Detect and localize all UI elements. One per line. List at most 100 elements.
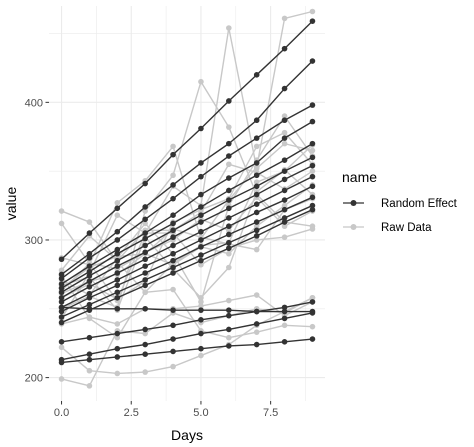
raw-data-point [58, 220, 65, 227]
raw-data-point [170, 143, 176, 150]
raw-data-point [281, 113, 288, 119]
random-effect-point [281, 206, 288, 213]
random-effect-point [170, 257, 176, 264]
random-effect-point [281, 219, 288, 225]
random-effect-line-16 [58, 336, 316, 366]
random-effect-point [309, 154, 316, 161]
random-effect-point [142, 305, 148, 312]
random-effect-point [281, 197, 288, 203]
raw-data-point [226, 297, 232, 304]
random-effect-path [61, 60, 313, 275]
random-effect-point [281, 168, 288, 174]
random-effect-point [58, 275, 65, 282]
random-effect-point [86, 305, 93, 312]
random-effect-point [142, 180, 148, 187]
random-effect-point [114, 345, 121, 352]
raw-data-point [170, 286, 176, 293]
random-effect-point [198, 330, 204, 337]
random-effect-point [226, 231, 232, 238]
random-effect-point [142, 216, 148, 223]
random-effect-point [58, 319, 65, 326]
raw-data-point [58, 208, 65, 214]
random-effect-point [114, 257, 121, 264]
x-tick-label: 2.5 [124, 407, 139, 419]
random-effect-point [58, 314, 65, 320]
random-effect-point [226, 326, 232, 333]
raw-data-point [281, 223, 288, 230]
random-effect-point [281, 135, 288, 141]
raw-data-point [114, 334, 121, 341]
raw-data-point [58, 344, 65, 351]
raw-data-point [226, 250, 232, 257]
random-effect-point [226, 205, 232, 212]
raw-data-point [226, 25, 232, 31]
random-effect-point [198, 244, 204, 250]
random-effect-line-6 [58, 154, 316, 296]
random-effect-point [86, 290, 93, 297]
random-effect-line-1 [58, 18, 316, 263]
random-effect-point [142, 277, 148, 283]
random-effect-point [86, 250, 93, 257]
random-effect-point [142, 326, 148, 333]
random-effect-point [309, 206, 316, 213]
random-effect-point [198, 252, 204, 258]
random-effect-point [309, 140, 316, 147]
random-effect-path [61, 104, 313, 280]
random-effect-point [309, 299, 316, 305]
random-effect-point [58, 289, 65, 296]
random-effect-point [114, 263, 121, 269]
random-effect-point [253, 172, 260, 179]
random-effect-point [170, 212, 176, 218]
raw-data-path [60, 27, 313, 302]
random-effect-series [58, 18, 316, 366]
raw-data-point [86, 315, 93, 322]
random-effect-point [309, 183, 316, 190]
random-effect-point [226, 197, 232, 203]
random-effect-path [61, 121, 313, 285]
legend-key-raw-data: Raw Data [343, 222, 432, 234]
random-effect-point [86, 278, 93, 285]
random-effect-point [309, 202, 316, 209]
random-effect-point [253, 201, 260, 207]
random-effect-line-5 [58, 140, 316, 291]
random-effect-point [226, 140, 232, 147]
random-effect-path [61, 209, 313, 324]
raw-data-point [309, 168, 316, 174]
raw-data-point [114, 370, 121, 377]
random-effect-point [198, 125, 204, 132]
random-effect-point [198, 228, 204, 235]
random-effect-point [142, 249, 148, 256]
random-effect-point [309, 310, 316, 316]
random-effect-point [281, 45, 288, 52]
random-effect-line-3 [58, 102, 316, 282]
random-effect-point [253, 233, 260, 239]
random-effect-point [86, 351, 93, 358]
random-effect-point [142, 270, 148, 276]
random-effect-point [281, 304, 288, 311]
random-effect-point [114, 277, 121, 283]
random-effect-point [58, 256, 65, 263]
random-effect-line-15 [58, 310, 316, 363]
random-effect-path [61, 301, 313, 343]
random-effect-point [253, 117, 260, 124]
random-effect-point [170, 336, 176, 342]
random-effect-point [170, 182, 176, 188]
axes: 0.0 2.5 5.0 7.5 200 300 400 [25, 97, 279, 419]
raw-data-point [114, 321, 121, 327]
raw-data-point [226, 227, 232, 234]
random-effect-point [253, 209, 260, 216]
random-effect-point [142, 263, 148, 269]
raw-data-path [61, 115, 314, 303]
raw-data-point [198, 261, 204, 268]
random-effect-point [309, 336, 316, 342]
random-effect-point [86, 356, 93, 363]
random-effect-point [142, 341, 148, 348]
random-effect-path [61, 185, 313, 309]
raw-data-point [309, 323, 316, 330]
x-axis-title: Days [171, 427, 203, 443]
raw-data-path [61, 80, 313, 310]
raw-data-point [253, 179, 260, 185]
random-effect-point [58, 294, 65, 301]
raw-data-point [253, 223, 260, 230]
random-effect-point [142, 256, 148, 263]
